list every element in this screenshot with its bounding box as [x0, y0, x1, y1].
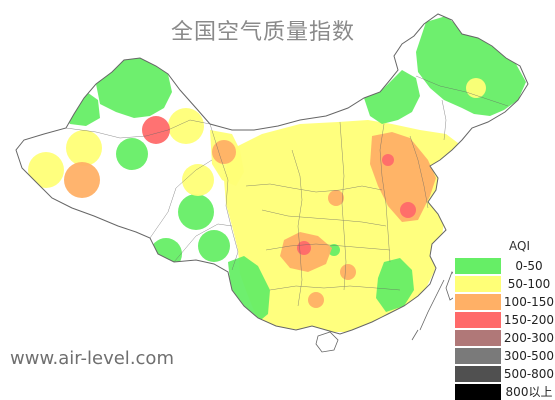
legend-item: 200-300 — [453, 330, 555, 346]
legend-swatch — [455, 276, 501, 292]
legend-swatch — [455, 294, 501, 310]
legend-item: 150-200 — [453, 312, 555, 328]
zone-moderate-xj-d — [182, 164, 214, 196]
legend-label: 500-800 — [503, 367, 555, 381]
legend-swatch — [455, 384, 501, 400]
legend-label: 0-50 — [515, 259, 543, 273]
zone-good-neimeng-east — [364, 70, 420, 124]
zone-unhealthy-hebei — [382, 154, 394, 166]
zone-sensitive-shaanxi — [328, 190, 344, 206]
zone-unhealthy-xj — [142, 116, 170, 144]
legend-swatch — [455, 348, 501, 364]
legend-item: 800以上 — [453, 384, 555, 400]
zone-sensitive-gansu — [212, 140, 236, 164]
zone-good-qinghai-2 — [198, 230, 230, 262]
legend-title: AQI — [509, 239, 530, 253]
hainan-outline — [315, 331, 339, 353]
legend-item: 300-500 — [453, 348, 555, 364]
zone-moderate-xj-a — [28, 152, 64, 188]
legend-item: 100-150 — [453, 294, 555, 310]
legend-item: 500-800 — [453, 366, 555, 382]
zone-moderate-xj-b — [66, 130, 102, 166]
zone-sensitive-hunan — [340, 264, 356, 280]
zone-sensitive-xj — [64, 162, 100, 198]
legend-swatch — [455, 258, 501, 274]
zone-good-guangxi — [376, 258, 414, 312]
legend-label: 800以上 — [505, 385, 553, 399]
zone-good-hami — [116, 138, 148, 170]
legend-label: 200-300 — [503, 331, 555, 345]
legend-label: 300-500 — [503, 349, 555, 363]
legend-swatch — [455, 366, 501, 382]
china-outline — [15, 13, 529, 335]
legend-item: 0-50 — [453, 258, 555, 274]
zone-good-chongqing — [328, 244, 340, 256]
zone-good-xinjiang-north — [96, 58, 172, 118]
legend-item: 50-100 — [453, 276, 555, 292]
legend-swatch — [455, 330, 501, 346]
aqi-legend: AQI 0-50 50-100 100-150 150-200 200-300 300-5… — [453, 236, 555, 400]
zone-sensitive-guizhou — [308, 292, 324, 308]
legend-label: 50-100 — [507, 277, 551, 291]
zone-moderate-hlj — [466, 78, 486, 98]
legend-label: 150-200 — [503, 313, 555, 327]
zone-unhealthy-shandong — [400, 202, 416, 218]
south-sea-boundary — [411, 279, 445, 341]
legend-label: 100-150 — [503, 295, 555, 309]
site-watermark[interactable]: www.air-level.com — [10, 348, 174, 369]
zone-good-xj-south — [178, 194, 214, 230]
zone-good-qinghai-1 — [150, 238, 182, 270]
zone-good-heilongjiang — [416, 16, 526, 116]
map-title: 全国空气质量指数 — [170, 20, 355, 45]
zone-moderate-xj-c — [168, 108, 204, 144]
province-borders — [65, 75, 509, 307]
legend-swatch — [455, 312, 501, 328]
